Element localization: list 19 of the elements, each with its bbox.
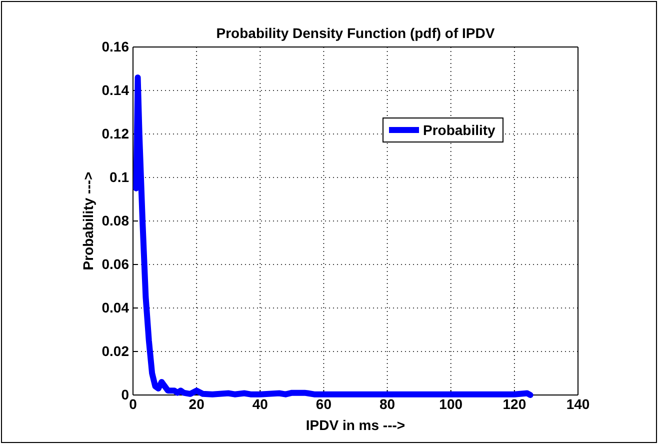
y-tick-label: 0.14 (102, 82, 130, 98)
y-tick-label: 0.16 (102, 38, 130, 54)
x-tick-label: 40 (252, 396, 268, 412)
legend-label: Probability (423, 122, 496, 138)
y-tick-label: 0.12 (102, 125, 130, 142)
x-tick-label: 120 (502, 396, 526, 412)
x-tick-label: 140 (566, 396, 590, 412)
x-tick-label: 20 (188, 396, 205, 412)
x-tick-label: 60 (316, 396, 332, 412)
chart-title: Probability Density Function (pdf) of IPDV (216, 25, 496, 41)
y-axis-title: Probability ---> (80, 172, 96, 270)
y-tick-label: 0.06 (102, 256, 130, 272)
y-tick-label: 0.02 (102, 342, 130, 359)
y-tick-label: 0.04 (102, 299, 130, 316)
x-axis-title: IPDV in ms ---> (306, 417, 406, 433)
y-tick-label: 0.08 (102, 212, 130, 228)
x-tick-label: 100 (439, 396, 463, 412)
x-tick-label: 80 (379, 396, 396, 412)
y-tick-label: 0.1 (110, 168, 130, 185)
